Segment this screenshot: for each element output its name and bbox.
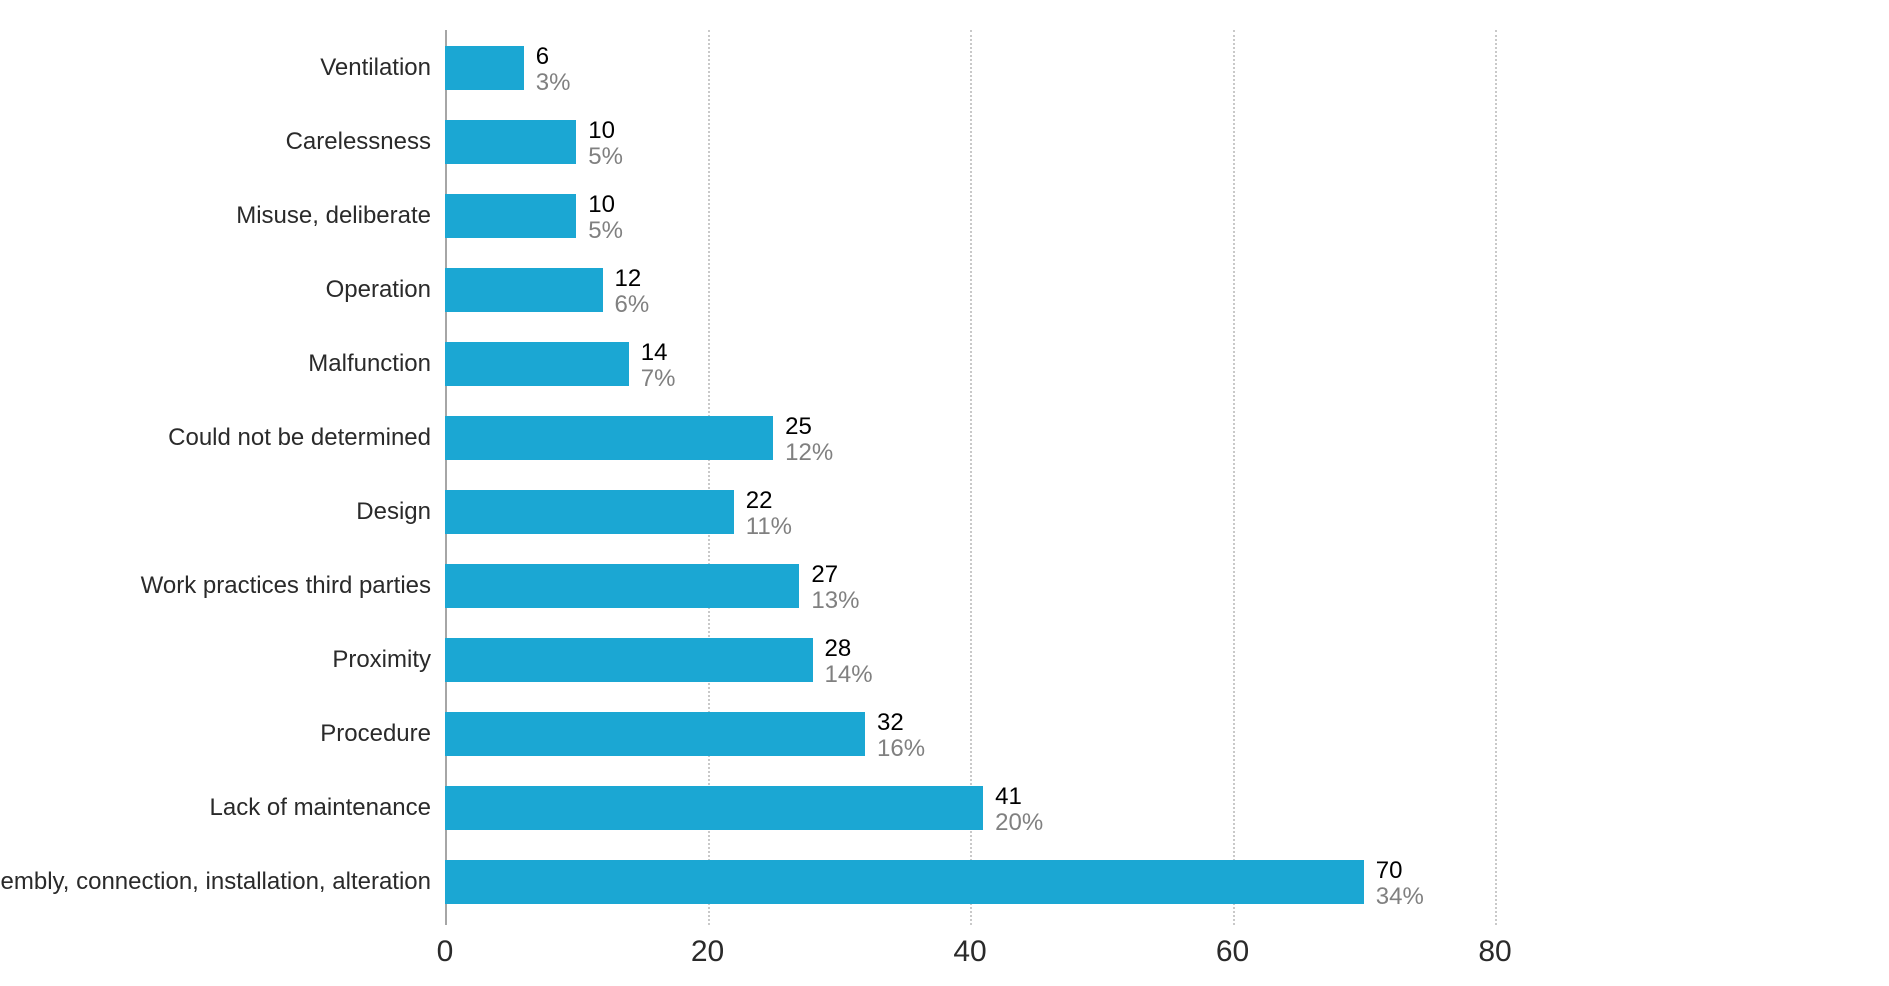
bar-percent: 5% [588, 144, 623, 170]
category-label: Design [356, 498, 431, 526]
bar-value: 41 [995, 784, 1043, 810]
bar [445, 194, 576, 238]
bar-value-labels: 7034% [1376, 858, 1424, 911]
bar [445, 564, 799, 608]
bar-row: 63% [445, 46, 1495, 90]
bar-value-labels: 4120% [995, 784, 1043, 837]
category-label: Operation [326, 276, 431, 304]
bar-percent: 11% [746, 514, 792, 540]
bar [445, 860, 1364, 904]
bar-percent: 6% [615, 292, 650, 318]
bar-value-labels: 3216% [877, 710, 925, 763]
bar-percent: 14% [825, 662, 873, 688]
bar-row: 3216% [445, 712, 1495, 756]
bar-percent: 7% [641, 366, 676, 392]
bar-value-labels: 147% [641, 340, 676, 393]
x-tick-label: 60 [1216, 935, 1249, 969]
bar-percent: 3% [536, 70, 571, 96]
category-label: Misuse, deliberate [236, 202, 431, 230]
category-label: Could not be determined [168, 424, 431, 452]
bar [445, 120, 576, 164]
bar-row: 2814% [445, 638, 1495, 682]
x-tick-label: 80 [1478, 935, 1511, 969]
category-label: Assembly, connection, installation, alte… [0, 868, 431, 896]
bar [445, 46, 524, 90]
x-tick-label: 0 [437, 935, 454, 969]
category-label: Work practices third parties [141, 572, 431, 600]
bar-value: 27 [811, 562, 859, 588]
bar [445, 342, 629, 386]
bar-row: 4120% [445, 786, 1495, 830]
bar-value: 14 [641, 340, 676, 366]
bar-row: 2512% [445, 416, 1495, 460]
bar [445, 416, 773, 460]
category-label: Procedure [320, 720, 431, 748]
bar-value: 28 [825, 636, 873, 662]
bar-value: 25 [785, 414, 833, 440]
bar-percent: 34% [1376, 884, 1424, 910]
bar [445, 712, 865, 756]
bars-container: 63%105%105%126%147%2512%2211%2713%2814%3… [445, 30, 1495, 925]
bar-percent: 20% [995, 810, 1043, 836]
bar-value-labels: 105% [588, 192, 623, 245]
bar-value: 6 [536, 44, 571, 70]
bar-value: 10 [588, 192, 623, 218]
bar-value: 22 [746, 488, 792, 514]
bar-chart: 63%105%105%126%147%2512%2211%2713%2814%3… [0, 0, 1889, 986]
bar [445, 268, 603, 312]
category-label: Proximity [332, 646, 431, 674]
category-label: Ventilation [320, 54, 431, 82]
category-label: Malfunction [308, 350, 431, 378]
x-tick-label: 20 [691, 935, 724, 969]
x-tick-label: 40 [953, 935, 986, 969]
bar-value: 32 [877, 710, 925, 736]
bar-value-labels: 2814% [825, 636, 873, 689]
bar-value: 12 [615, 266, 650, 292]
bar-percent: 13% [811, 588, 859, 614]
bar-value-labels: 63% [536, 44, 571, 97]
bar-percent: 12% [785, 440, 833, 466]
plot-area: 63%105%105%126%147%2512%2211%2713%2814%3… [445, 30, 1495, 925]
bar-row: 105% [445, 120, 1495, 164]
bar-value-labels: 126% [615, 266, 650, 319]
bar [445, 638, 813, 682]
bar-row: 2211% [445, 490, 1495, 534]
bar-value-labels: 2713% [811, 562, 859, 615]
bar-row: 7034% [445, 860, 1495, 904]
bar-value-labels: 2512% [785, 414, 833, 467]
bar-row: 2713% [445, 564, 1495, 608]
bar-percent: 16% [877, 736, 925, 762]
bar-value-labels: 105% [588, 118, 623, 171]
bar [445, 490, 734, 534]
bar [445, 786, 983, 830]
category-label: Lack of maintenance [210, 794, 431, 822]
bar-value: 10 [588, 118, 623, 144]
category-label: Carelessness [286, 128, 431, 156]
bar-value: 70 [1376, 858, 1424, 884]
bar-value-labels: 2211% [746, 488, 792, 541]
gridline [1495, 30, 1497, 925]
bar-row: 105% [445, 194, 1495, 238]
bar-row: 126% [445, 268, 1495, 312]
bar-row: 147% [445, 342, 1495, 386]
bar-percent: 5% [588, 218, 623, 244]
